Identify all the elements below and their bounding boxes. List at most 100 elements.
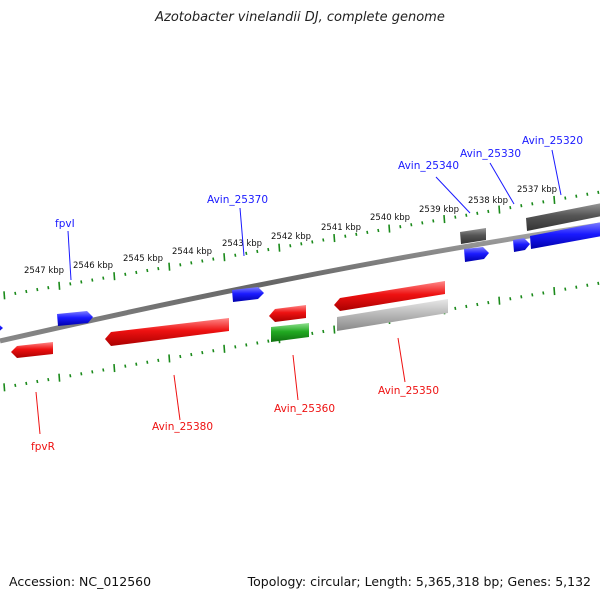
scale-tick bbox=[212, 257, 215, 261]
scale-tick bbox=[201, 259, 204, 263]
scale-tick bbox=[113, 363, 116, 373]
scale-tick bbox=[3, 291, 6, 300]
scale-tick bbox=[432, 219, 435, 223]
scale-tick bbox=[80, 372, 83, 376]
scale-tick bbox=[465, 304, 468, 309]
scale-tick bbox=[25, 289, 28, 294]
scale-tick bbox=[223, 253, 226, 262]
gene-callout-line bbox=[397, 337, 406, 383]
gene-callout-line bbox=[551, 149, 562, 196]
scale-tick bbox=[80, 280, 83, 284]
scale-tick bbox=[179, 263, 182, 267]
gene-glyph[interactable] bbox=[57, 311, 93, 326]
scale-tick bbox=[421, 221, 424, 225]
scale-tick bbox=[586, 192, 589, 196]
gene-glyph[interactable] bbox=[334, 281, 445, 311]
scale-tick bbox=[531, 202, 534, 206]
gene-callout-line bbox=[173, 374, 181, 421]
genome-backbone bbox=[0, 222, 600, 344]
scale-tick bbox=[322, 329, 325, 334]
scale-tick bbox=[410, 223, 413, 227]
scale-tick bbox=[575, 194, 578, 198]
scale-tick bbox=[333, 325, 336, 334]
scale-tick bbox=[234, 345, 237, 349]
scale-tick bbox=[476, 211, 479, 215]
scale-tick bbox=[553, 286, 556, 296]
scale-tick bbox=[564, 196, 567, 200]
gene-glyph[interactable] bbox=[460, 228, 486, 244]
kbp-label: 2547 kbp bbox=[24, 266, 64, 276]
scale-tick bbox=[25, 381, 28, 386]
scale-tick bbox=[344, 234, 347, 238]
kbp-label: 2545 kbp bbox=[123, 254, 163, 264]
scale-tick bbox=[14, 383, 17, 388]
scale-tick bbox=[333, 234, 336, 243]
scale-tick bbox=[58, 373, 61, 382]
gene-glyph[interactable] bbox=[11, 342, 53, 358]
gene-glyph[interactable] bbox=[232, 287, 264, 302]
scale-tick bbox=[14, 291, 17, 296]
scale-tick bbox=[586, 283, 589, 287]
scale-tick bbox=[256, 249, 259, 254]
gene-glyph[interactable] bbox=[464, 247, 489, 262]
kbp-label: 2541 kbp bbox=[321, 223, 361, 233]
gene-glyph[interactable] bbox=[271, 323, 309, 342]
scale-tick bbox=[267, 247, 270, 252]
reverse-genes bbox=[11, 281, 448, 358]
scale-tick bbox=[443, 214, 446, 224]
gene-glyph[interactable] bbox=[530, 222, 600, 249]
gene-callout-line bbox=[292, 354, 299, 401]
scale-tick bbox=[509, 205, 512, 210]
scale-tick bbox=[234, 253, 237, 257]
scale-tick bbox=[476, 302, 479, 307]
scale-tick bbox=[498, 296, 501, 305]
gene-glyph[interactable] bbox=[526, 203, 600, 231]
scale-tick bbox=[190, 261, 193, 265]
gene-label[interactable]: Avin_25360 bbox=[274, 403, 335, 415]
scale-tick bbox=[102, 368, 105, 372]
scale-tick bbox=[278, 243, 281, 252]
scale-tick bbox=[399, 225, 402, 229]
gene-glyph[interactable] bbox=[269, 305, 306, 322]
gene-label[interactable]: Avin_25380 bbox=[152, 421, 213, 433]
gene-label[interactable]: fpvI bbox=[55, 218, 75, 230]
scale-tick bbox=[509, 297, 512, 301]
gene-label[interactable]: Avin_25350 bbox=[378, 385, 439, 397]
scale-tick bbox=[69, 282, 72, 286]
scale-tick bbox=[542, 291, 545, 295]
scale-tick bbox=[245, 251, 248, 256]
gene-glyph[interactable] bbox=[105, 318, 229, 346]
scale-tick bbox=[245, 343, 248, 347]
kbp-label: 2544 kbp bbox=[172, 247, 212, 257]
scale-tick bbox=[135, 362, 138, 366]
scale-tick bbox=[146, 360, 149, 364]
scale-tick bbox=[91, 278, 94, 282]
gene-label[interactable]: Avin_25370 bbox=[207, 194, 268, 206]
scale-tick bbox=[311, 331, 314, 336]
genome-summary-text: Topology: circular; Length: 5,365,318 bp… bbox=[247, 574, 591, 589]
gene-label[interactable]: fpvR bbox=[31, 441, 55, 453]
scale-tick bbox=[322, 238, 325, 242]
scale-tick bbox=[597, 281, 600, 286]
gene-label[interactable]: Avin_25340 bbox=[398, 160, 459, 172]
scale-tick bbox=[267, 339, 270, 343]
scale-tick bbox=[520, 204, 523, 208]
gene-glyph[interactable] bbox=[513, 238, 530, 252]
scale-tick bbox=[311, 240, 314, 244]
scale-tick bbox=[190, 352, 193, 357]
scale-tick bbox=[366, 230, 369, 235]
gene-glyph[interactable] bbox=[337, 299, 448, 331]
gene-label[interactable]: Avin_25330 bbox=[460, 148, 521, 160]
scale-tick bbox=[388, 224, 391, 233]
scale-tick bbox=[520, 295, 523, 299]
scale-tick bbox=[58, 281, 61, 290]
scale-tick bbox=[36, 379, 39, 384]
scale-tick bbox=[69, 374, 72, 378]
scale-tick bbox=[454, 306, 457, 311]
gene-callout-line bbox=[67, 230, 72, 281]
gene-glyph[interactable] bbox=[0, 322, 3, 334]
scale-tick bbox=[201, 350, 204, 355]
scale-tick bbox=[135, 270, 138, 275]
gene-label[interactable]: Avin_25320 bbox=[522, 135, 583, 147]
